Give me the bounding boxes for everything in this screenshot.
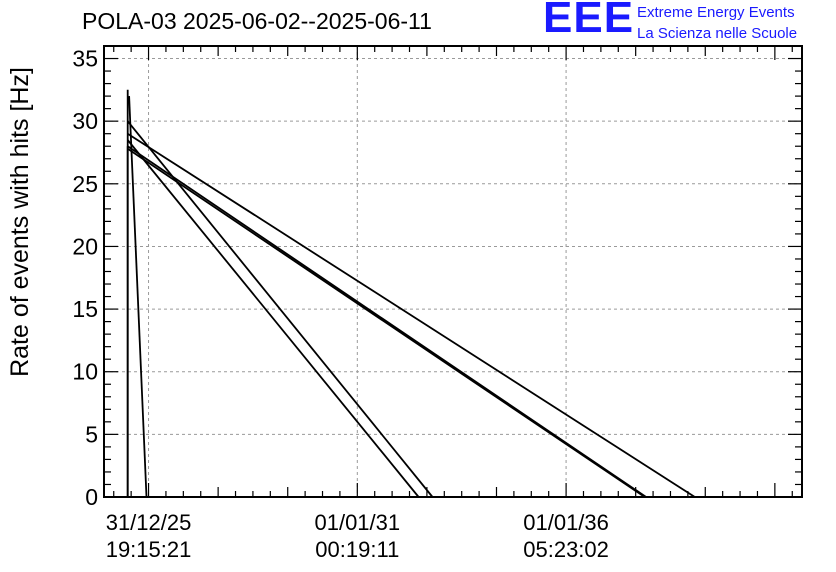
x-tick-label-date-2: 01/01/36 — [523, 510, 609, 535]
y-tick-label-4: 20 — [72, 233, 98, 259]
chart-title: POLA-03 2025-06-02--2025-06-11 — [82, 8, 432, 34]
plot-frame — [103, 45, 803, 498]
y-tick-label-7: 35 — [72, 46, 98, 72]
x-tick-label-time-0: 19:15:21 — [106, 537, 192, 562]
grid — [104, 46, 802, 497]
y-tick-label-2: 10 — [72, 359, 98, 385]
series-segment-4 — [127, 139, 420, 498]
y-tick-label-6: 30 — [72, 108, 98, 134]
axis-ticks — [104, 45, 802, 498]
x-tick-label-date-1: 01/01/31 — [314, 510, 400, 535]
series-segment-2 — [128, 96, 148, 498]
series-segment-7 — [127, 147, 646, 498]
series-segment-5 — [127, 132, 696, 498]
y-tick-label-1: 5 — [85, 421, 98, 447]
x-tick-label-time-2: 05:23:02 — [523, 537, 609, 562]
series-segment-6 — [127, 145, 647, 498]
y-tick-label-5: 25 — [72, 171, 98, 197]
x-tick-label-time-1: 00:19:11 — [315, 537, 399, 562]
plot-frame-rect — [103, 45, 803, 498]
eee-logo-mark: EEE — [543, 0, 635, 42]
y-axis-label: Rate of events with hits [Hz] — [6, 67, 34, 377]
logo-line-1: Extreme Energy Events — [637, 4, 795, 21]
x-tick-label-date-0: 31/12/25 — [106, 510, 192, 535]
y-tick-label-0: 0 — [85, 484, 98, 510]
logo-line-2: La Scienza nelle Scuole — [637, 25, 798, 42]
series-lines — [126, 89, 696, 498]
y-tick-label-3: 15 — [72, 296, 98, 322]
